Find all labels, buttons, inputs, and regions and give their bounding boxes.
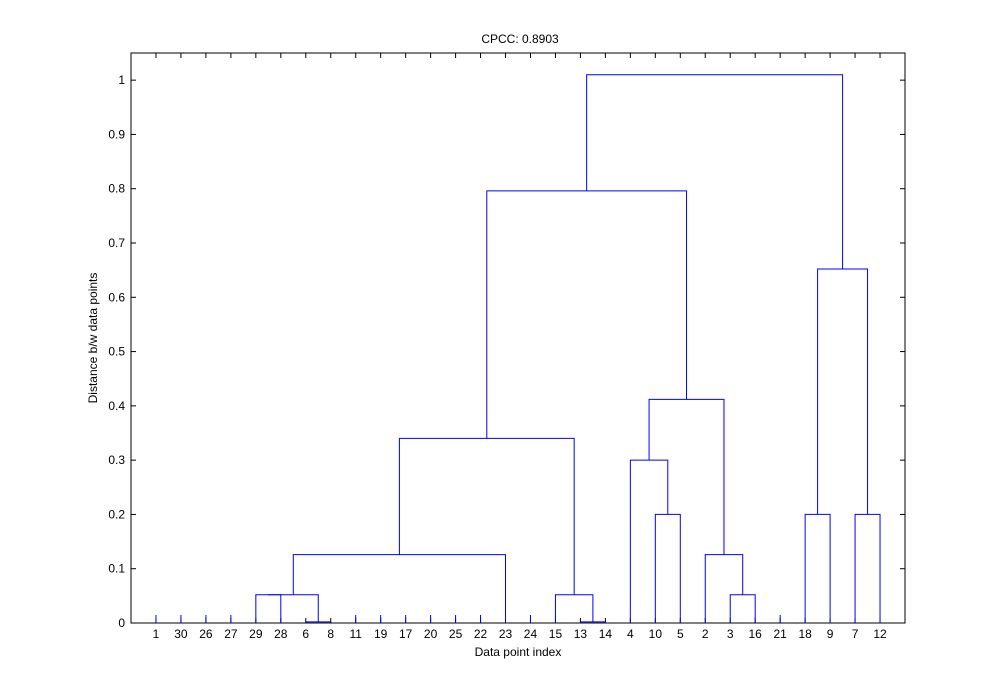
x-tick-label: 24 xyxy=(524,627,538,641)
dendrogram-link xyxy=(255,594,282,623)
x-tick-label: 21 xyxy=(773,627,787,641)
x-tick-label: 7 xyxy=(852,627,859,641)
y-tick-label: 0.4 xyxy=(108,399,125,413)
x-tick-label: 13 xyxy=(574,627,588,641)
y-tick-label: 0.3 xyxy=(108,453,125,467)
y-tick-label: 0.7 xyxy=(108,236,125,250)
x-tick-label: 25 xyxy=(449,627,463,641)
x-tick-label: 11 xyxy=(349,627,362,641)
x-tick-label: 3 xyxy=(727,627,734,641)
dendrogram-link xyxy=(648,398,725,555)
x-tick-label: 4 xyxy=(627,627,634,641)
y-tick-label: 0 xyxy=(118,616,125,630)
x-tick-label: 15 xyxy=(549,627,563,641)
y-tick-label: 0.9 xyxy=(108,127,125,141)
x-tick-label: 6 xyxy=(302,627,309,641)
x-tick-label: 2 xyxy=(702,627,709,641)
x-tick-label: 9 xyxy=(827,627,834,641)
x-tick-label: 10 xyxy=(649,627,663,641)
x-tick-label: 8 xyxy=(327,627,334,641)
dendrogram-link xyxy=(398,437,575,595)
y-axis: 0 0.1 0.2 0.3 0.4 0.5 0.6 0.7 0.8 0.9 1 xyxy=(108,73,905,630)
x-tick-label: 5 xyxy=(677,627,684,641)
x-tick-label: 29 xyxy=(249,627,263,641)
x-tick-label: 18 xyxy=(798,627,812,641)
dendrogram-link xyxy=(817,268,869,515)
dendrogram-link xyxy=(854,513,881,623)
dendrogram-link xyxy=(268,594,319,622)
x-axis: 1 30 26 27 29 28 6 8 11 19 17 20 25 22 23 24 15 13 14 4 10 5 2… xyxy=(153,53,887,641)
x-tick-label: 17 xyxy=(399,627,413,641)
plot-area xyxy=(130,52,906,624)
y-tick-label: 0.1 xyxy=(108,562,125,576)
dendrogram-link xyxy=(292,554,507,623)
x-tick-label: 23 xyxy=(499,627,513,641)
x-tick-label: 14 xyxy=(599,627,613,641)
y-tick-label: 0.2 xyxy=(108,507,125,521)
dendrogram-links xyxy=(155,74,881,623)
dendrogram-link xyxy=(554,594,594,623)
dendrogram-link xyxy=(629,459,669,623)
y-tick-label: 0.8 xyxy=(108,182,125,196)
dendrogram-link xyxy=(704,554,744,623)
y-axis-label: Distance b/w data points xyxy=(86,273,100,404)
dendrogram-link xyxy=(804,513,831,623)
x-tick-label: 19 xyxy=(374,627,388,641)
y-tick-label: 1 xyxy=(118,73,125,87)
dendrogram-link xyxy=(586,74,844,270)
x-tick-label: 20 xyxy=(424,627,438,641)
x-axis-label: Data point index xyxy=(475,645,562,659)
x-tick-label: 27 xyxy=(224,627,238,641)
dendrogram-link xyxy=(729,594,756,623)
y-tick-label: 0.5 xyxy=(108,345,125,359)
chart-title: CPCC: 0.8903 xyxy=(481,32,559,46)
x-tick-label: 1 xyxy=(153,627,160,641)
x-tick-label: 26 xyxy=(199,627,213,641)
x-tick-label: 12 xyxy=(873,627,887,641)
x-tick-label: 30 xyxy=(174,627,188,641)
y-tick-label: 0.6 xyxy=(108,290,125,304)
x-tick-label: 16 xyxy=(749,627,763,641)
x-tick-label: 22 xyxy=(474,627,488,641)
dendrogram-link xyxy=(486,190,688,439)
dendrogram-link xyxy=(654,513,681,623)
x-tick-label: 28 xyxy=(274,627,288,641)
